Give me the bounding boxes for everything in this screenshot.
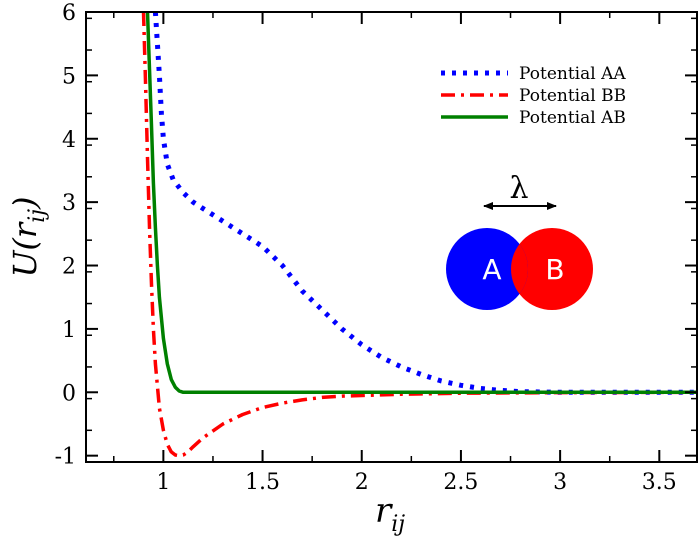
x-tick-label: 3.5 bbox=[642, 470, 677, 495]
series-layer bbox=[141, 12, 697, 458]
y-tick-label: 4 bbox=[62, 128, 76, 153]
axis-ticks: 1 1.5 2 2.5 3 3.5 -1 0 1 2 3 4 5 6 bbox=[55, 1, 697, 495]
x-axis-title-subscript: ij bbox=[391, 512, 405, 537]
x-tick-label: 1.5 bbox=[245, 470, 280, 495]
disk-a bbox=[446, 228, 528, 310]
disk-b bbox=[511, 228, 593, 310]
series-line-3 bbox=[145, 12, 697, 395]
y-tick-label: 6 bbox=[62, 1, 76, 26]
legend-label-1: Potential AA bbox=[519, 64, 626, 84]
y-tick-label: -1 bbox=[55, 445, 76, 470]
plot-frame bbox=[85, 11, 698, 463]
dimer-inset: λ A B bbox=[446, 171, 593, 310]
y-tick-label: 0 bbox=[62, 381, 76, 406]
x-tick-label: 1 bbox=[156, 470, 170, 495]
y-tick-label: 5 bbox=[62, 64, 76, 89]
legend-label-3: Potential AB bbox=[519, 108, 626, 128]
y-tick-label: 3 bbox=[62, 191, 76, 216]
y-axis-title-subscript: ij bbox=[25, 209, 50, 223]
disk-a-label: A bbox=[482, 253, 501, 286]
y-axis-title-close: ) bbox=[6, 196, 44, 209]
y-axis-title: U(rij) bbox=[6, 196, 50, 277]
y-tick-label: 2 bbox=[62, 255, 76, 280]
series-line-2 bbox=[141, 12, 697, 458]
y-tick-label: 1 bbox=[62, 318, 76, 343]
lambda-label: λ bbox=[509, 171, 528, 206]
disk-b-label: B bbox=[545, 253, 564, 286]
x-tick-label: 3 bbox=[553, 470, 567, 495]
x-tick-label: 2 bbox=[355, 470, 369, 495]
x-tick-label: 2.5 bbox=[443, 470, 478, 495]
legend-label-2: Potential BB bbox=[519, 86, 626, 106]
x-axis-title: rij bbox=[375, 491, 405, 537]
